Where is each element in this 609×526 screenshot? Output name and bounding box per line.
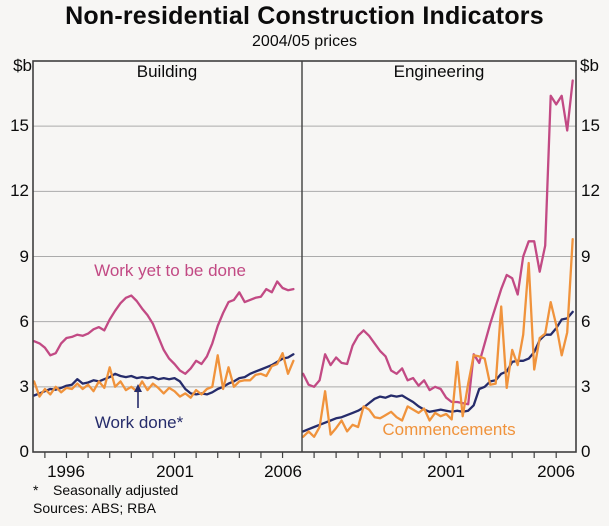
y-axis-label-right-6: 6 <box>581 311 591 331</box>
y-axis-unit-right: $b <box>580 56 599 75</box>
y-axis-label-right-9: 9 <box>581 246 591 266</box>
x-axis-label-eng-2001: 2001 <box>427 462 465 481</box>
series-line-navy-engineering <box>301 310 574 433</box>
panel-title-building: Building <box>136 62 198 81</box>
y-axis-label-right-15: 15 <box>581 116 600 136</box>
series-line-pink-building <box>32 280 295 375</box>
x-axis-label-eng-2006: 2006 <box>537 462 575 481</box>
panel-title-engineering: Engineering <box>393 62 485 81</box>
chart-title: Non-residential Construction Indicators <box>65 2 544 30</box>
series-line-pink-engineering <box>301 79 574 406</box>
y-axis-label-left-3: 3 <box>19 376 29 396</box>
y-axis-unit-left: $b <box>13 56 32 75</box>
y-axis-label-left-0: 0 <box>19 442 29 461</box>
y-axis-label-left-9: 9 <box>19 246 29 266</box>
y-axis-label-right-12: 12 <box>581 181 600 201</box>
work-done-label: Work done* <box>94 413 184 432</box>
series-line-orange-building <box>32 352 295 399</box>
x-axis-label-bld-1996: 1996 <box>47 462 85 481</box>
chart-frame <box>32 60 577 453</box>
work-yet-label: Work yet to be done <box>94 261 246 280</box>
sources-text: Sources: ABS; RBA <box>33 500 156 516</box>
footnote-marker: * <box>33 482 39 498</box>
footnote-text: Seasonally adjusted <box>53 482 179 498</box>
work-done-label-arrow-head <box>134 384 142 392</box>
x-axis-label-bld-2006: 2006 <box>264 462 302 481</box>
y-axis-label-left-15: 15 <box>10 116 29 136</box>
y-axis-label-right-3: 3 <box>581 376 591 396</box>
chart-subtitle: 2004/05 prices <box>252 33 357 50</box>
series-line-orange-engineering <box>301 237 574 438</box>
y-axis-label-left-12: 12 <box>10 181 29 201</box>
x-axis-label-bld-2001: 2001 <box>156 462 194 481</box>
series-line-navy-building <box>32 353 295 397</box>
commencements-label: Commencements <box>382 420 516 439</box>
y-axis-label-left-6: 6 <box>19 311 29 331</box>
y-axis-label-right-0: 0 <box>581 442 591 461</box>
